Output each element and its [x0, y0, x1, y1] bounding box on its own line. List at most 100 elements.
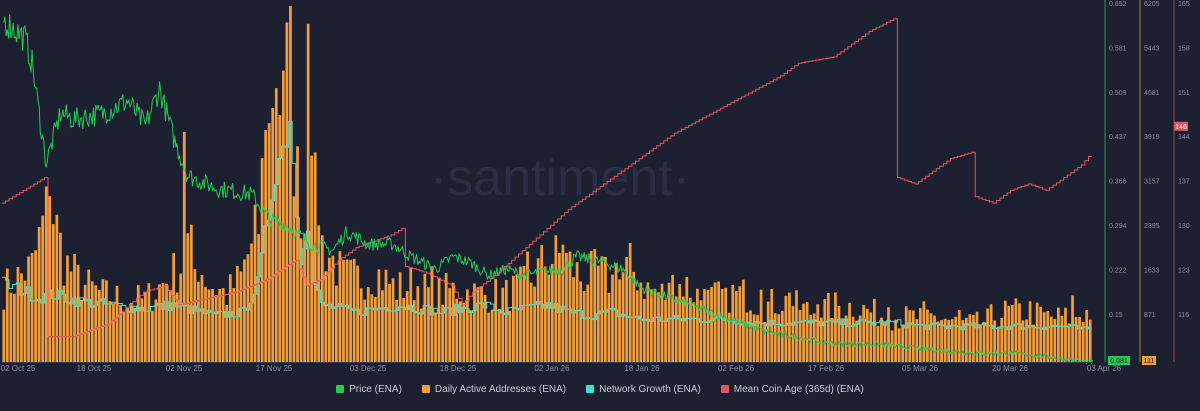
daa-bar: [625, 257, 628, 362]
daa-bar: [1025, 319, 1028, 362]
daa-bar: [441, 304, 444, 362]
daa-bar: [763, 321, 767, 362]
x-tick-label: 02 Oct 25: [1, 364, 36, 373]
daa-bar: [957, 310, 961, 362]
daa-bar: [657, 292, 660, 362]
y-tick-label: 0.366: [1109, 179, 1127, 186]
daa-bar: [579, 281, 582, 362]
daa-bar: [734, 290, 738, 362]
daa-bar: [589, 250, 593, 362]
daa-bar: [250, 243, 253, 362]
daa-bar: [466, 289, 469, 362]
daa-bar: [901, 324, 905, 362]
daa-bar: [232, 288, 236, 362]
y-tick-label: 158: [1178, 45, 1190, 52]
daa-bar: [83, 284, 87, 362]
daa-bar: [370, 294, 374, 362]
daa-bar: [600, 256, 604, 362]
daa-bar: [504, 279, 508, 362]
daa-bar: [349, 259, 352, 362]
daa-bar: [73, 253, 76, 362]
daa-bar: [405, 291, 409, 362]
daa-bar: [455, 298, 459, 362]
daa-bar: [947, 319, 951, 362]
daa-bar: [773, 313, 777, 362]
daa-bar: [706, 289, 710, 362]
daa-bar: [883, 321, 887, 362]
x-tick-label: 18 Jan 26: [624, 364, 660, 373]
daa-bar: [618, 279, 621, 362]
daa-bar: [660, 283, 664, 362]
daa-bar: [377, 269, 381, 362]
daa-bar: [543, 266, 547, 362]
legend-item[interactable]: Daily Active Addresses (ENA): [421, 380, 566, 398]
daa-bar: [989, 304, 993, 362]
y-axes: 0.652 0.581 0.509 0.437 0.366 0.294 0.222 0.15 6…: [1104, 0, 1190, 365]
legend-item[interactable]: Mean Coin Age (365d) (ENA): [720, 380, 864, 398]
daa-bar: [338, 251, 342, 362]
daa-bar: [168, 291, 172, 362]
daa-bar: [809, 314, 813, 362]
mean-coin-age-line: [2, 18, 1092, 338]
daa-bar: [664, 300, 667, 362]
daa-bar: [593, 249, 597, 362]
x-tick-label: 18 Oct 25: [77, 364, 112, 373]
daa-bar: [342, 259, 345, 362]
daa-bar: [1078, 317, 1081, 362]
y-tick-label: 0.294: [1109, 223, 1127, 230]
daa-bar: [1046, 311, 1050, 362]
y-tick-label: 165: [1178, 1, 1190, 8]
daa-bar: [614, 263, 618, 362]
daa-bar: [869, 312, 873, 362]
daa-bar: [101, 279, 105, 362]
daa-bar: [696, 288, 699, 362]
x-tick-label: 17 Feb 26: [808, 364, 845, 373]
daa-bar: [1081, 321, 1085, 362]
daa-bar: [264, 130, 268, 362]
daa-bar: [335, 285, 338, 362]
mean-coin-age-current-value: 146: [1175, 124, 1187, 131]
daa-bar: [200, 275, 204, 362]
daa-bar: [646, 282, 650, 362]
legend-label: Mean Coin Age (365d) (ENA): [733, 383, 864, 395]
daa-bar: [554, 235, 558, 362]
daa-bar: [161, 283, 165, 362]
daa-bar: [5, 268, 9, 362]
daa-bar: [802, 303, 805, 362]
daa-bar: [961, 320, 965, 362]
daa-bar: [299, 238, 303, 362]
daa-bar: [522, 265, 526, 362]
legend-item[interactable]: Network Growth (ENA): [586, 380, 701, 398]
daa-bar: [416, 286, 420, 362]
x-tick-label: 02 Nov 25: [166, 364, 203, 373]
daa-bar: [887, 307, 890, 362]
daa-bar: [126, 307, 129, 362]
daa-bar: [710, 286, 713, 362]
x-tick-label: 20 Mar 26: [992, 364, 1029, 373]
daa-bar: [936, 321, 940, 362]
daa-bar: [158, 284, 161, 362]
daa-bar: [398, 272, 402, 362]
y-tick-label: 0.581: [1109, 45, 1127, 52]
daa-bar: [639, 282, 643, 362]
daa-bar: [409, 267, 413, 362]
daa-bar: [611, 274, 614, 362]
daa-bar: [880, 317, 883, 362]
daa-bar: [306, 23, 310, 362]
y-tick-label: 0.437: [1109, 134, 1127, 141]
daa-bar: [23, 280, 27, 362]
x-tick-label: 02 Jan 26: [534, 364, 570, 373]
daa-bar: [841, 318, 844, 362]
daa-bar: [724, 287, 728, 362]
daa-bar: [865, 309, 869, 362]
daa-bar: [872, 298, 876, 362]
daa-bar: [37, 227, 41, 362]
daa-bar: [87, 269, 91, 362]
legend-item[interactable]: Price (ENA): [336, 380, 402, 398]
daa-bar: [1018, 303, 1021, 362]
daa-bar: [604, 256, 607, 362]
daa-bar: [423, 273, 427, 362]
daa-bar: [568, 251, 572, 362]
y-tick-label: 0.222: [1109, 267, 1127, 274]
daa-bar: [1085, 310, 1089, 362]
